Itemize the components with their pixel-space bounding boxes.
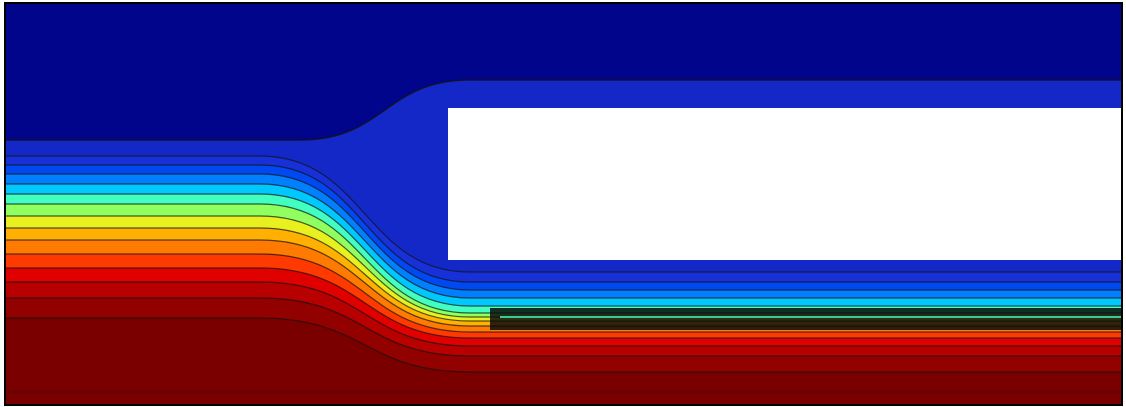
contour-line: [5, 297, 1122, 357]
contour-line: [5, 239, 1122, 327]
contour-line: [5, 317, 1122, 373]
contour-line: [5, 193, 1122, 307]
contour-line: [5, 215, 1122, 318]
obstacle: [448, 108, 1126, 260]
contour-line: [5, 203, 1122, 314]
contour-line: [5, 281, 1122, 347]
contour-line: [5, 253, 1122, 333]
contour-band: [5, 3, 1122, 140]
wake-region: [490, 308, 1122, 330]
contour-line: [5, 164, 1122, 283]
contour-line: [5, 267, 1122, 339]
contour-line: [5, 227, 1122, 322]
contour-line: [5, 183, 1122, 299]
contour-line: [5, 173, 1122, 291]
contour-line: [5, 79, 1122, 141]
contour-line: [5, 155, 1122, 273]
plot-frame: [4, 2, 1123, 406]
